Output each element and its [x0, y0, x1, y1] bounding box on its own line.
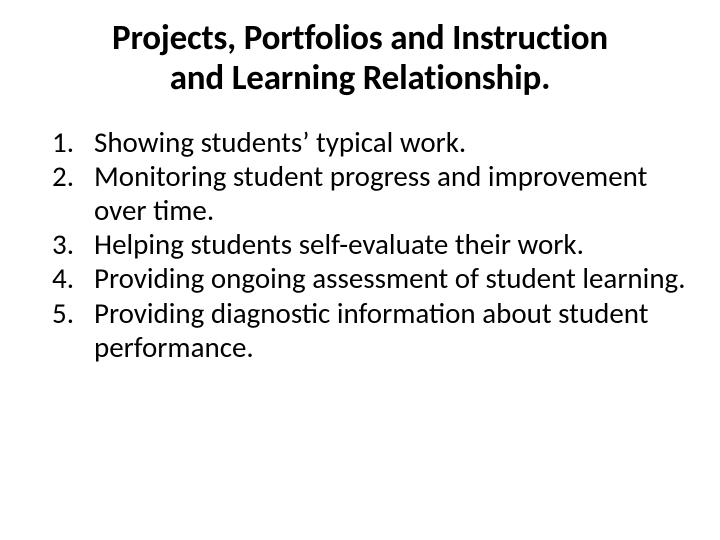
slide: Projects, Portfolios and Instruction and… [0, 0, 720, 540]
list-item-text: Providing ongoing assessment of student … [94, 260, 686, 296]
list-item: Showing students’ typical work. [34, 125, 686, 159]
list-item-text: Providing diagnostic information about s… [94, 295, 648, 365]
list-item: Monitoring student progress and improvem… [34, 159, 686, 227]
title-line-2: and Learning Relationship. [170, 57, 551, 99]
slide-title: Projects, Portfolios and Instruction and… [34, 18, 686, 99]
list-item-text: Helping students self-evaluate their wor… [94, 226, 584, 262]
title-line-1: Projects, Portfolios and Instruction [112, 17, 608, 59]
list-item: Providing diagnostic information about s… [34, 296, 686, 364]
list-item-text: Showing students’ typical work. [94, 124, 466, 160]
list-item: Providing ongoing assessment of student … [34, 261, 686, 295]
numbered-list: Showing students’ typical work. Monitori… [34, 125, 686, 365]
list-item-text: Monitoring student progress and improvem… [94, 158, 647, 228]
list-item: Helping students self-evaluate their wor… [34, 227, 686, 261]
